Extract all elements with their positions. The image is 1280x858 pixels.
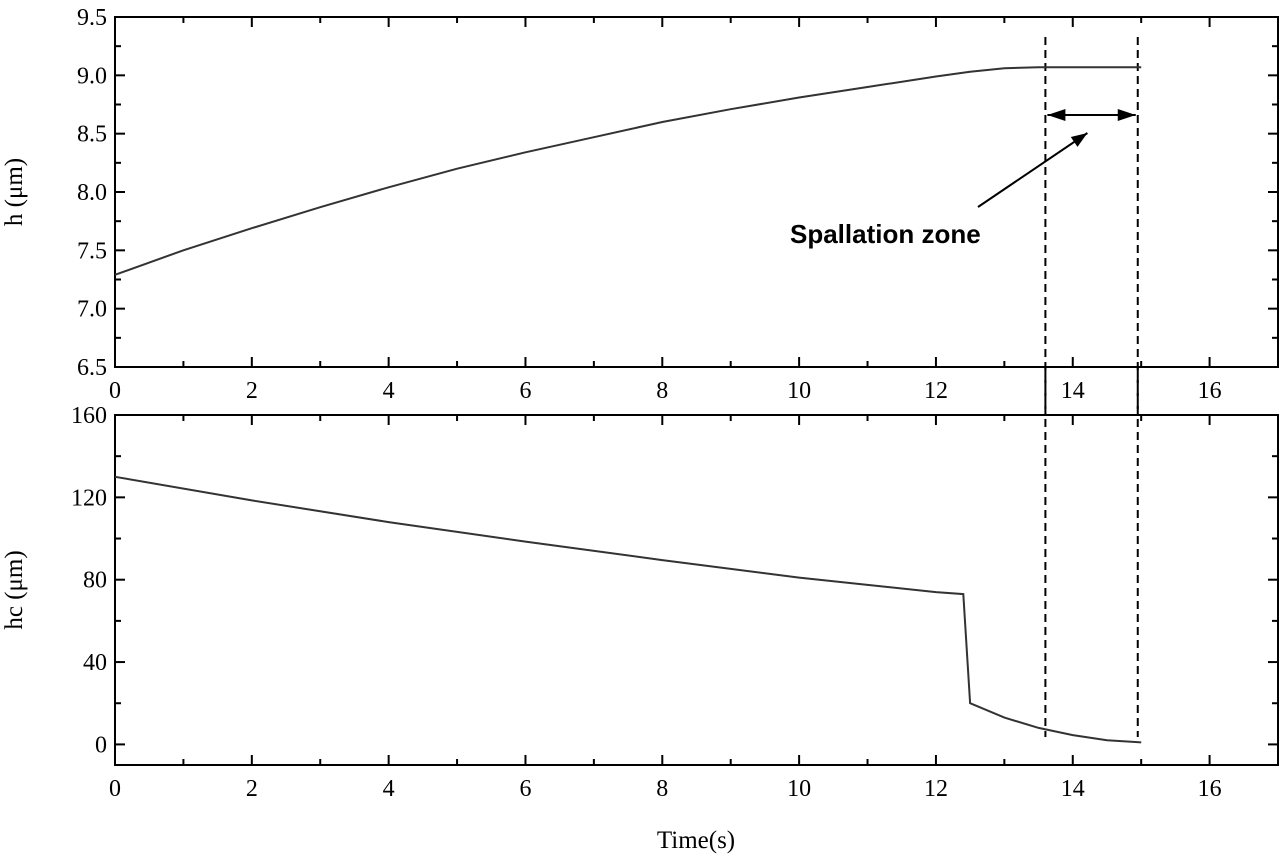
top-spallation-lines [1044, 37, 1139, 415]
bottom-plot-frame [114, 414, 1279, 766]
top-x-tick-label: 14 [1061, 378, 1085, 404]
bottom-x-tick-label: 10 [787, 776, 811, 802]
top-plot-frame [114, 16, 1279, 368]
top-x-tick-label: 16 [1198, 378, 1222, 404]
top-x-tick-label: 4 [383, 378, 395, 404]
top-y-tick-label: 8.0 [77, 180, 107, 206]
bottom-y-tick-label: 40 [83, 650, 107, 676]
bottom-x-tick-label: 14 [1061, 776, 1085, 802]
spallation-pointer-line [977, 132, 1088, 208]
bottom-x-tick-label: 8 [656, 776, 668, 802]
top-y-tick-label: 9.5 [77, 5, 107, 31]
spallation-zone-label: Spallation zone [790, 219, 981, 249]
top-y-axis-label: h (μm) [1, 158, 28, 226]
bottom-y-tick-label: 160 [71, 403, 107, 429]
top-chart-panel: 0 2 4 6 8 10 12 14 16 6.5 7.0 7.5 8.0 8.5 9.0 9.5 Spall… [1, 5, 1279, 415]
spallation-pointer-arrowhead [1070, 133, 1088, 147]
top-y-tick-label: 6.5 [77, 355, 107, 381]
x-axis-label: Time(s) [657, 827, 735, 854]
top-x-tick-label: 2 [246, 378, 258, 404]
top-y-tick-label: 8.5 [77, 122, 107, 148]
top-h-curve [114, 66, 1142, 276]
top-x-tick-label: 8 [656, 378, 668, 404]
top-x-tick-label: 0 [109, 378, 121, 404]
bottom-x-tick-label: 2 [246, 776, 258, 802]
bottom-y-axis-label: hc (μm) [1, 550, 28, 629]
top-y-tick-label: 7.0 [77, 297, 107, 323]
bottom-x-tick-label: 16 [1198, 776, 1222, 802]
bottom-x-tick-label: 6 [519, 776, 531, 802]
spallation-arrow [977, 109, 1136, 208]
bottom-spallation-lines [1044, 367, 1139, 737]
bottom-x-tick-label: 4 [383, 776, 395, 802]
bottom-x-tick-label: 12 [924, 776, 948, 802]
bottom-x-tick-label: 0 [109, 776, 121, 802]
top-x-tick-label: 6 [519, 378, 531, 404]
top-y-tick-label: 7.5 [77, 238, 107, 264]
top-x-tick-label: 12 [924, 378, 948, 404]
top-x-tick-label: 10 [787, 378, 811, 404]
top-ticks: 0 2 4 6 8 10 12 14 16 6.5 7.0 7.5 8.0 8.5 9.0 9.5 [77, 5, 1279, 404]
top-y-tick-label: 9.0 [77, 63, 107, 89]
bottom-y-tick-label: 80 [83, 568, 107, 594]
bottom-y-tick-label: 120 [71, 485, 107, 511]
bottom-hc-curve [114, 475, 1142, 744]
spallation-arrowhead-left [1047, 109, 1066, 121]
spallation-arrowhead-right [1117, 109, 1136, 121]
bottom-y-tick-label: 0 [95, 732, 107, 758]
